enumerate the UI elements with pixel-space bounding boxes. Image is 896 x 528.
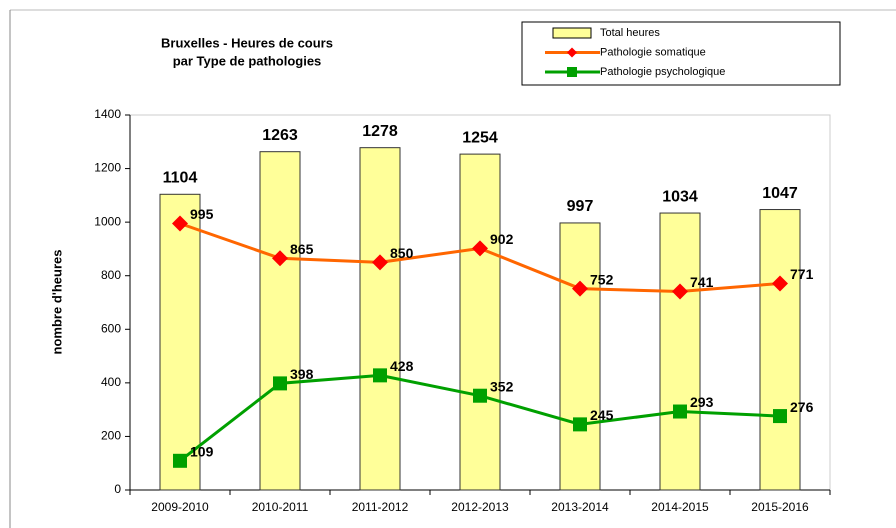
- line-marker: [673, 404, 687, 419]
- line-marker: [573, 417, 587, 432]
- y-tick-label: 1000: [94, 214, 121, 228]
- line-marker: [772, 275, 788, 292]
- line-value-label: 902: [490, 231, 514, 247]
- bar: [559, 222, 601, 491]
- y-tick-label: 0: [114, 482, 121, 496]
- line-value-label: 995: [190, 206, 214, 222]
- line-marker: [472, 240, 488, 257]
- line-marker: [572, 280, 588, 297]
- line-marker: [373, 368, 387, 383]
- x-tick-label: 2011-2012: [352, 500, 409, 514]
- line-value-label: 276: [790, 399, 814, 415]
- y-axis-label: nombre d'heures: [49, 250, 64, 355]
- line-value-label: 850: [390, 245, 414, 261]
- bar-value-label: 1263: [262, 127, 298, 144]
- bar-value-label: 997: [567, 198, 594, 215]
- line-value-label: 752: [590, 271, 614, 287]
- line-value-label: 865: [290, 241, 314, 257]
- legend-label: Pathologie somatique: [600, 46, 706, 58]
- bar: [459, 153, 501, 491]
- line-marker: [372, 254, 388, 271]
- line-value-label: 245: [590, 407, 614, 423]
- y-tick-label: 1400: [94, 107, 121, 121]
- x-tick-label: 2014-2015: [651, 500, 709, 514]
- bar-value-label: 1034: [662, 188, 698, 205]
- bar-value-label: 1104: [163, 170, 198, 187]
- chart-title: par Type de pathologies: [173, 53, 322, 68]
- line-value-label: 398: [290, 366, 314, 382]
- legend-marker: [567, 67, 577, 77]
- x-tick-label: 2013-2014: [551, 500, 609, 514]
- legend-label: Pathologie psychologique: [600, 66, 725, 78]
- bar: [659, 212, 701, 491]
- line-marker: [273, 376, 287, 391]
- bar-value-label: 1047: [762, 185, 798, 202]
- line-value-label: 352: [490, 378, 514, 394]
- bar: [759, 209, 801, 491]
- bar: [159, 193, 201, 491]
- line-marker: [272, 250, 288, 267]
- x-tick-label: 2012-2013: [451, 500, 509, 514]
- line-value-label: 428: [390, 358, 414, 374]
- y-tick-label: 1200: [94, 161, 121, 175]
- line-value-label: 293: [690, 394, 714, 410]
- bar-value-label: 1254: [462, 129, 498, 146]
- line-marker: [773, 409, 787, 424]
- x-tick-label: 2009-2010: [151, 500, 209, 514]
- bar: [359, 147, 401, 491]
- line-marker: [173, 453, 187, 468]
- legend-label: Total heures: [600, 27, 660, 39]
- y-tick-label: 200: [101, 429, 121, 443]
- chart-title: Bruxelles - Heures de cours: [161, 35, 333, 50]
- line-marker: [473, 388, 487, 403]
- x-tick-label: 2015-2016: [751, 500, 809, 514]
- x-tick-label: 2010-2011: [252, 500, 309, 514]
- bar: [259, 151, 301, 491]
- line-value-label: 741: [690, 274, 714, 290]
- y-tick-label: 400: [101, 375, 121, 389]
- legend-marker: [567, 47, 577, 58]
- legend-swatch: [552, 27, 592, 39]
- line-value-label: 771: [790, 266, 814, 282]
- line-marker: [172, 215, 188, 232]
- bar-value-label: 1278: [362, 123, 398, 140]
- line-marker: [672, 283, 688, 300]
- line-value-label: 109: [190, 444, 214, 460]
- y-tick-label: 800: [101, 268, 121, 282]
- y-tick-label: 600: [101, 321, 121, 335]
